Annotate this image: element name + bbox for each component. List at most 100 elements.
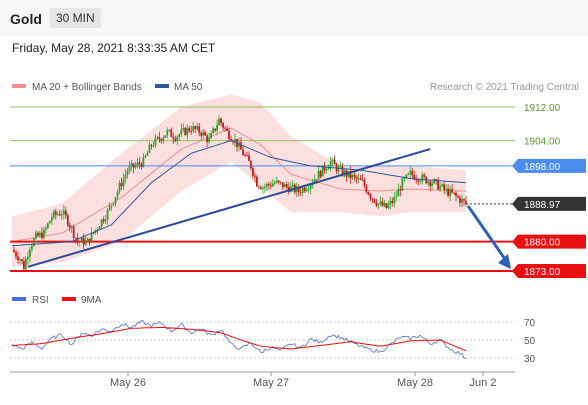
candle-body (226, 128, 228, 131)
candle-body (17, 256, 19, 261)
rsi-tick-70: 70 (524, 318, 536, 329)
candle-body (43, 229, 45, 239)
bollinger-legend-swatch (12, 84, 26, 88)
candle-body (285, 184, 288, 187)
candles (13, 115, 467, 271)
level-label-2: 1898.00 (524, 162, 561, 173)
candle-body (305, 189, 308, 191)
candle-body (122, 178, 125, 187)
candle-body (383, 203, 386, 206)
candle-body (415, 179, 418, 181)
candle-body (315, 179, 318, 181)
candle-body (357, 178, 360, 180)
candle-body (114, 197, 117, 204)
candle-body (299, 191, 302, 193)
bollinger-legend-label: MA 20 + Bollinger Bands (32, 82, 142, 93)
candle-body (154, 137, 157, 146)
candle-body (90, 232, 93, 243)
candle-body (176, 136, 179, 141)
candle-body (96, 229, 99, 230)
candle-body (391, 201, 394, 203)
bollinger-band-fill (12, 94, 466, 267)
candle-body (327, 167, 330, 170)
candle-body (323, 165, 326, 171)
chart-datetime: Friday, May 28, 2021 8:33:35 AM CET (12, 41, 216, 55)
candle-body (62, 210, 65, 215)
ma50-line (11, 140, 467, 247)
candle-body (385, 203, 388, 209)
candle-body (439, 186, 441, 190)
candle-body (262, 187, 264, 190)
candle-body (273, 182, 276, 184)
candle-body (194, 126, 197, 129)
candle-body (50, 217, 53, 221)
candle-body (37, 232, 39, 236)
candle-body (407, 173, 410, 175)
candle-body (331, 159, 334, 162)
candle-body (116, 191, 119, 198)
candle-body (100, 219, 103, 227)
candle-body (449, 189, 451, 196)
candle-body (60, 214, 63, 216)
candle-body (411, 171, 414, 176)
candle-body (170, 129, 173, 137)
candle-body (405, 174, 408, 178)
candle-body (102, 219, 105, 222)
ma20-line (11, 127, 467, 243)
candle-body (457, 196, 459, 198)
candle-body (234, 139, 236, 143)
candle-body (254, 175, 256, 177)
candle-body (204, 132, 206, 136)
rsi-tick-50: 50 (524, 336, 536, 347)
forecast-arrow-head (498, 254, 511, 269)
candle-body (68, 224, 71, 228)
candle-body (54, 211, 57, 215)
candle-body (182, 128, 185, 130)
rsi-ma-legend-swatch (62, 297, 76, 301)
candle-body (413, 175, 416, 180)
candle-body (142, 157, 145, 167)
candle-body (208, 138, 210, 142)
candle-body (401, 178, 404, 191)
level-tag-bg-3 (512, 196, 586, 211)
watermark: Research © 2021 Trading Central (430, 82, 579, 93)
ma50-legend-swatch (155, 84, 169, 88)
candle-body (39, 232, 41, 236)
candle-body (224, 127, 226, 129)
level-label-0: 1912.00 (524, 103, 561, 114)
candle-body (222, 123, 224, 128)
candle-body (437, 179, 439, 190)
candle-body (351, 175, 354, 179)
candle-body (252, 168, 254, 176)
candle-body (64, 210, 67, 216)
candle-body (58, 214, 61, 216)
candle-body (441, 184, 443, 187)
candle-body (367, 192, 370, 195)
candle-body (106, 209, 109, 220)
candle-body (168, 129, 171, 131)
timeframe-button[interactable]: 30 MIN (50, 8, 101, 28)
candle-body (134, 165, 137, 168)
candle-body (196, 126, 199, 129)
candle-body (256, 176, 258, 187)
candle-body (279, 182, 282, 183)
candle-body (124, 174, 127, 179)
candle-body (108, 205, 111, 210)
candle-body (333, 159, 336, 165)
candle-body (339, 166, 342, 168)
candle-body (146, 153, 149, 156)
candle-body (353, 175, 356, 177)
candle-body (258, 186, 260, 188)
candle-body (375, 202, 378, 206)
candle-body (74, 237, 77, 239)
candle-body (172, 136, 175, 139)
candle-body (158, 137, 161, 140)
candle-body (359, 178, 362, 180)
candle-body (309, 185, 312, 189)
candle-body (46, 223, 49, 228)
candle-body (268, 183, 270, 186)
candle-body (423, 174, 426, 177)
candle-body (461, 199, 463, 203)
candle-body (395, 196, 398, 198)
